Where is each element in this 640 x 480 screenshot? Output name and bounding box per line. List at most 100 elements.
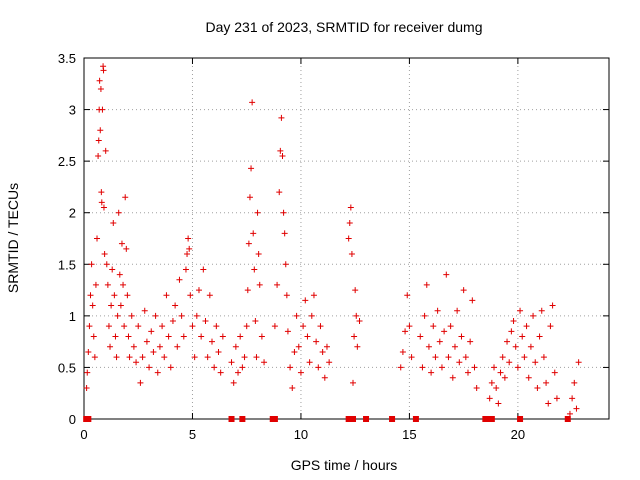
data-point <box>575 359 582 366</box>
data-point <box>88 261 95 268</box>
data-point <box>102 147 109 154</box>
data-point <box>350 379 357 386</box>
data-point <box>397 364 404 371</box>
data-point <box>571 379 578 386</box>
data-point <box>569 395 576 402</box>
zero-marker <box>517 416 524 422</box>
zero-marker <box>239 416 246 422</box>
data-point <box>274 281 281 288</box>
data-point <box>323 343 330 350</box>
data-point <box>297 369 304 376</box>
data-point <box>464 369 471 376</box>
data-point <box>95 137 102 144</box>
data-point <box>315 364 322 371</box>
data-point <box>193 312 200 319</box>
data-point <box>308 312 315 319</box>
data-point <box>289 385 296 392</box>
data-point <box>100 204 107 211</box>
data-point <box>90 333 97 340</box>
data-point <box>347 204 354 211</box>
data-point <box>471 364 478 371</box>
data-point <box>150 348 157 355</box>
data-point <box>399 348 406 355</box>
y-tick-labels: 0 0.5 1 1.5 2 2.5 3 3.5 <box>58 51 76 427</box>
zero-markers <box>83 416 571 422</box>
data-point <box>506 359 513 366</box>
zero-marker <box>488 416 495 422</box>
data-point <box>326 359 333 366</box>
data-point <box>185 235 192 242</box>
data-point <box>159 323 166 330</box>
data-point <box>118 240 125 247</box>
data-point <box>228 359 235 366</box>
data-point <box>141 307 148 314</box>
data-point <box>419 364 426 371</box>
data-point <box>101 250 108 257</box>
data-point <box>310 292 317 299</box>
data-point <box>543 379 550 386</box>
data-point <box>436 338 443 345</box>
x-axis-label: GPS time / hours <box>291 457 398 473</box>
data-point <box>321 374 328 381</box>
data-point <box>553 395 560 402</box>
data-point <box>135 323 142 330</box>
data-point <box>497 369 504 376</box>
data-point <box>438 364 445 371</box>
data-point <box>248 165 255 172</box>
data-point <box>110 220 117 227</box>
data-point <box>277 147 284 154</box>
data-point <box>123 245 130 252</box>
data-point <box>348 250 355 257</box>
data-point <box>284 328 291 335</box>
data-point <box>114 312 121 319</box>
data-point <box>460 287 467 294</box>
data-point <box>115 209 122 216</box>
data-point <box>432 354 439 361</box>
data-point <box>454 307 461 314</box>
data-point <box>94 235 101 242</box>
data-point <box>573 405 580 412</box>
data-point <box>486 395 493 402</box>
data-point <box>523 323 530 330</box>
data-point <box>83 385 90 392</box>
data-point <box>161 354 168 361</box>
data-point <box>566 410 573 417</box>
data-point <box>458 333 465 340</box>
data-point <box>122 194 129 201</box>
data-point <box>532 359 539 366</box>
data-point <box>86 323 93 330</box>
data-point <box>98 199 105 206</box>
data-point <box>211 364 218 371</box>
data-point <box>402 328 409 335</box>
data-point <box>354 343 361 350</box>
zero-marker <box>271 416 278 422</box>
data-point <box>152 312 159 319</box>
data-point <box>112 333 119 340</box>
data-point <box>252 318 259 325</box>
chart-title: Day 231 of 2023, SRMTID for receiver dum… <box>205 19 482 35</box>
data-point <box>521 354 528 361</box>
data-point <box>180 333 187 340</box>
data-point <box>443 271 450 278</box>
data-point <box>302 297 309 304</box>
data-point <box>96 77 103 84</box>
y-tick-label: 2.5 <box>58 154 76 169</box>
data-point <box>306 359 313 366</box>
data-point <box>97 85 104 92</box>
y-tick-label: 0 <box>69 412 76 427</box>
x-tick-label: 20 <box>511 427 525 442</box>
data-point <box>215 348 222 355</box>
data-point <box>133 359 140 366</box>
data-point <box>172 302 179 309</box>
data-point <box>253 354 260 361</box>
data-point <box>97 127 104 134</box>
data-point <box>165 333 172 340</box>
data-point <box>241 354 248 361</box>
data-point <box>128 312 135 319</box>
data-point <box>146 364 153 371</box>
data-point <box>84 369 91 376</box>
data-point <box>356 318 363 325</box>
data-point <box>517 307 524 314</box>
data-point <box>250 230 257 237</box>
